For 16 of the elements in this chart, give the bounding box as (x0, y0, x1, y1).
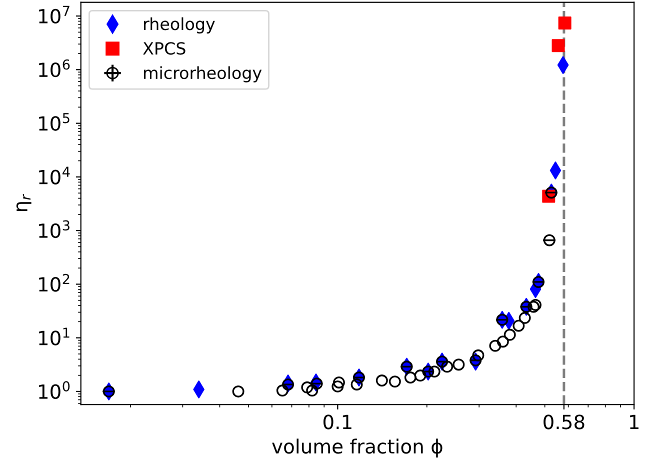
legend-label: rheology (144, 17, 215, 34)
x-axis-title: volume fraction ϕ (272, 438, 442, 458)
y-tick-label: 10$^{1}$ (39, 328, 70, 346)
y-tick-label: 10$^{4}$ (39, 166, 70, 184)
y-tick-label: 10$^{7}$ (39, 6, 70, 24)
y-axis-title: η$_{r}$ (16, 194, 32, 212)
y-tick-label: 10$^{2}$ (39, 274, 70, 292)
y-tick-label: 10$^{0}$ (39, 381, 70, 399)
y-tick-label: 10$^{6}$ (39, 59, 70, 78)
y-tick-label: 10$^{3}$ (39, 220, 70, 238)
legend-label: XPCS (143, 42, 186, 55)
x-tick-label: 0.58 (544, 414, 584, 430)
legend-label: microrheology (144, 66, 262, 82)
x-tick-label: 1 (630, 414, 638, 430)
y-tick-label: 10$^{5}$ (39, 113, 70, 131)
x-tick-label: 0.1 (324, 414, 352, 430)
